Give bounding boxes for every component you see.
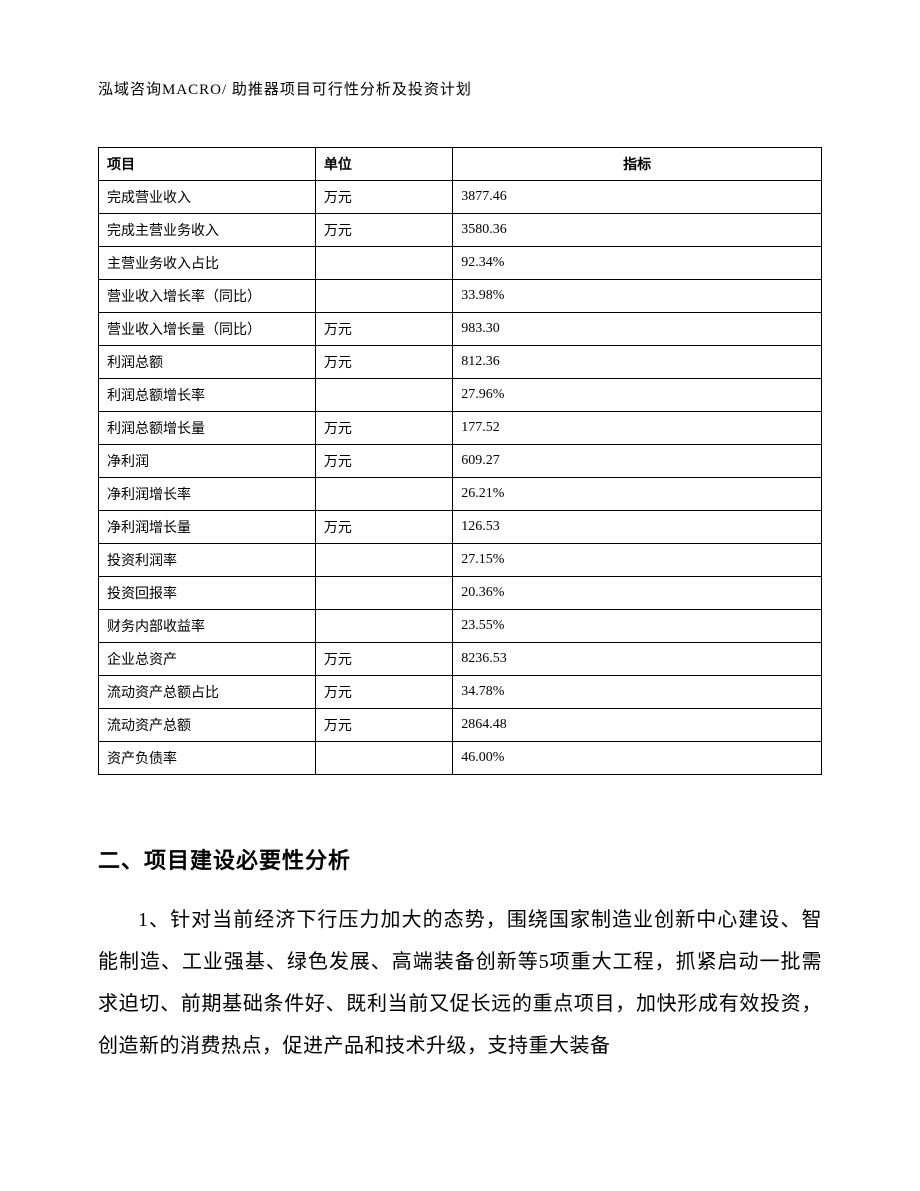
cell-item: 投资利润率 — [99, 544, 316, 577]
cell-item: 利润总额增长率 — [99, 379, 316, 412]
cell-unit — [315, 379, 452, 412]
cell-item: 净利润 — [99, 445, 316, 478]
cell-indicator: 2864.48 — [453, 709, 822, 742]
cell-item: 企业总资产 — [99, 643, 316, 676]
document-page: 泓域咨询MACRO/ 助推器项目可行性分析及投资计划 项目 单位 指标 完成营业… — [0, 0, 920, 1191]
table-body: 完成营业收入 万元 3877.46 完成主营业务收入 万元 3580.36 主营… — [99, 181, 822, 775]
cell-indicator: 34.78% — [453, 676, 822, 709]
cell-indicator: 3877.46 — [453, 181, 822, 214]
cell-unit: 万元 — [315, 445, 452, 478]
cell-item: 利润总额 — [99, 346, 316, 379]
table-row: 财务内部收益率 23.55% — [99, 610, 822, 643]
cell-unit: 万元 — [315, 643, 452, 676]
table-row: 主营业务收入占比 92.34% — [99, 247, 822, 280]
cell-indicator: 20.36% — [453, 577, 822, 610]
cell-unit — [315, 247, 452, 280]
table-row: 净利润增长量 万元 126.53 — [99, 511, 822, 544]
cell-item: 主营业务收入占比 — [99, 247, 316, 280]
cell-indicator: 33.98% — [453, 280, 822, 313]
cell-indicator: 812.36 — [453, 346, 822, 379]
cell-indicator: 23.55% — [453, 610, 822, 643]
page-header: 泓域咨询MACRO/ 助推器项目可行性分析及投资计划 — [98, 78, 822, 99]
table-row: 净利润 万元 609.27 — [99, 445, 822, 478]
cell-unit: 万元 — [315, 511, 452, 544]
cell-item: 财务内部收益率 — [99, 610, 316, 643]
cell-indicator: 46.00% — [453, 742, 822, 775]
table-row: 流动资产总额占比 万元 34.78% — [99, 676, 822, 709]
cell-unit — [315, 610, 452, 643]
cell-unit: 万元 — [315, 709, 452, 742]
cell-item: 净利润增长量 — [99, 511, 316, 544]
table-row: 企业总资产 万元 8236.53 — [99, 643, 822, 676]
table-row: 完成主营业务收入 万元 3580.36 — [99, 214, 822, 247]
table-row: 投资利润率 27.15% — [99, 544, 822, 577]
cell-unit: 万元 — [315, 412, 452, 445]
table-row: 利润总额增长率 27.96% — [99, 379, 822, 412]
col-header-indicator: 指标 — [453, 148, 822, 181]
cell-unit — [315, 280, 452, 313]
table-row: 资产负债率 46.00% — [99, 742, 822, 775]
table-row: 营业收入增长量（同比） 万元 983.30 — [99, 313, 822, 346]
table-row: 完成营业收入 万元 3877.46 — [99, 181, 822, 214]
col-header-unit: 单位 — [315, 148, 452, 181]
cell-indicator: 8236.53 — [453, 643, 822, 676]
cell-item: 流动资产总额占比 — [99, 676, 316, 709]
cell-indicator: 26.21% — [453, 478, 822, 511]
cell-indicator: 126.53 — [453, 511, 822, 544]
cell-indicator: 27.96% — [453, 379, 822, 412]
table-row: 投资回报率 20.36% — [99, 577, 822, 610]
cell-unit: 万元 — [315, 676, 452, 709]
cell-unit — [315, 478, 452, 511]
cell-unit: 万元 — [315, 181, 452, 214]
cell-item: 投资回报率 — [99, 577, 316, 610]
table-row: 利润总额增长量 万元 177.52 — [99, 412, 822, 445]
table-header-row: 项目 单位 指标 — [99, 148, 822, 181]
cell-indicator: 609.27 — [453, 445, 822, 478]
cell-unit: 万元 — [315, 214, 452, 247]
cell-unit — [315, 742, 452, 775]
table-row: 净利润增长率 26.21% — [99, 478, 822, 511]
col-header-item: 项目 — [99, 148, 316, 181]
cell-item: 完成主营业务收入 — [99, 214, 316, 247]
body-paragraph-1: 1、针对当前经济下行压力加大的态势，围绕国家制造业创新中心建设、智能制造、工业强… — [98, 899, 822, 1067]
cell-unit: 万元 — [315, 346, 452, 379]
cell-item: 利润总额增长量 — [99, 412, 316, 445]
cell-indicator: 983.30 — [453, 313, 822, 346]
cell-unit — [315, 544, 452, 577]
cell-item: 完成营业收入 — [99, 181, 316, 214]
cell-indicator: 3580.36 — [453, 214, 822, 247]
cell-indicator: 92.34% — [453, 247, 822, 280]
section-heading-necessity: 二、项目建设必要性分析 — [98, 843, 822, 875]
cell-item: 营业收入增长率（同比） — [99, 280, 316, 313]
cell-item: 营业收入增长量（同比） — [99, 313, 316, 346]
cell-item: 资产负债率 — [99, 742, 316, 775]
cell-item: 流动资产总额 — [99, 709, 316, 742]
table-row: 流动资产总额 万元 2864.48 — [99, 709, 822, 742]
cell-indicator: 27.15% — [453, 544, 822, 577]
table-row: 营业收入增长率（同比） 33.98% — [99, 280, 822, 313]
cell-item: 净利润增长率 — [99, 478, 316, 511]
cell-unit: 万元 — [315, 313, 452, 346]
cell-indicator: 177.52 — [453, 412, 822, 445]
table-row: 利润总额 万元 812.36 — [99, 346, 822, 379]
financial-indicators-table: 项目 单位 指标 完成营业收入 万元 3877.46 完成主营业务收入 万元 3… — [98, 147, 822, 775]
cell-unit — [315, 577, 452, 610]
